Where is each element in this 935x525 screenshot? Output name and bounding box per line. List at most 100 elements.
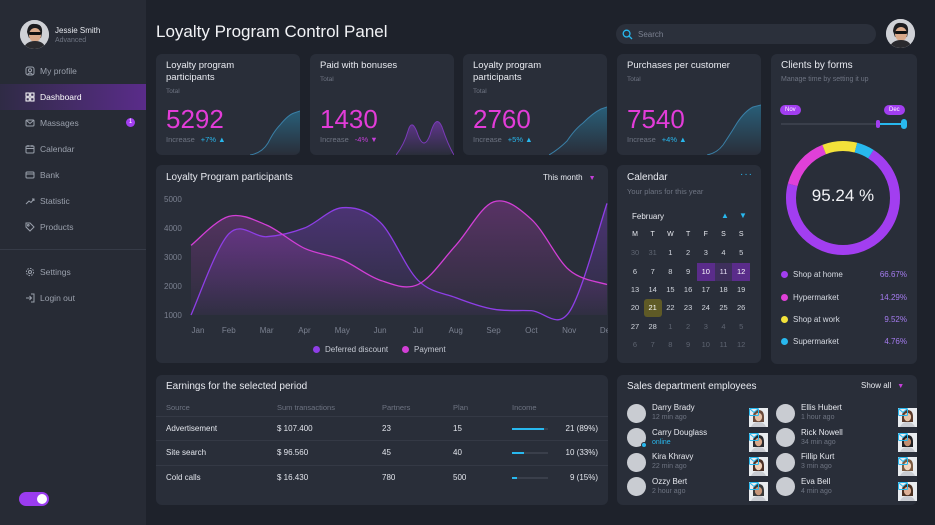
nav-item-settings[interactable]: Settings bbox=[0, 259, 146, 285]
calendar-day[interactable]: 13 bbox=[630, 284, 640, 294]
table-row[interactable]: Site search $ 96.560 45 40 10 (33%) bbox=[156, 440, 608, 465]
range-handle-start[interactable] bbox=[876, 120, 880, 128]
donut-segment[interactable] bbox=[786, 141, 900, 255]
calendar-day[interactable]: 31 bbox=[648, 248, 657, 258]
more-icon[interactable]: ··· bbox=[740, 169, 753, 180]
nav-item-massages[interactable]: Massages 1 bbox=[0, 110, 146, 136]
employee-item[interactable]: Ozzy Bert 2 hour ago bbox=[627, 477, 768, 501]
employee-item[interactable]: Rick Nowell 34 min ago bbox=[776, 428, 917, 452]
table-row[interactable]: Advertisement $ 107.400 23 15 21 (89%) bbox=[156, 415, 608, 441]
employee-avatar[interactable] bbox=[776, 477, 917, 501]
search-bar[interactable] bbox=[616, 24, 876, 44]
employee-avatar[interactable] bbox=[776, 452, 917, 476]
calendar-day[interactable]: 26 bbox=[737, 303, 746, 313]
theme-toggle[interactable] bbox=[19, 492, 49, 506]
mail-icon[interactable] bbox=[749, 481, 759, 490]
calendar-day[interactable]: 4 bbox=[721, 248, 726, 258]
calendar-day[interactable]: 10 bbox=[701, 339, 710, 349]
calendar-day[interactable]: 1 bbox=[668, 321, 673, 331]
show-all-dropdown[interactable]: Show all ▼ bbox=[861, 381, 904, 390]
employee-avatar[interactable] bbox=[627, 477, 768, 501]
calendar-day[interactable]: 3 bbox=[703, 321, 708, 331]
prev-month-icon[interactable]: ▲ bbox=[721, 211, 729, 220]
calendar-day[interactable]: 5 bbox=[739, 321, 744, 331]
calendar-day[interactable]: 15 bbox=[666, 284, 675, 294]
cell-sum: $ 16.430 bbox=[277, 464, 382, 490]
user-avatar[interactable] bbox=[20, 20, 49, 49]
series-line-payment[interactable] bbox=[190, 200, 608, 288]
employee-avatar[interactable] bbox=[627, 403, 768, 427]
calendar-day[interactable]: 2 bbox=[686, 248, 691, 258]
employee-avatar[interactable] bbox=[776, 428, 917, 452]
donut-segment[interactable] bbox=[786, 141, 900, 255]
mail-icon[interactable] bbox=[898, 408, 908, 416]
nav-item-bank[interactable]: Bank bbox=[0, 162, 146, 188]
calendar-day[interactable]: 21 bbox=[643, 299, 662, 318]
calendar-day[interactable]: 25 bbox=[719, 303, 728, 313]
stat-card-purchases[interactable]: Purchases per customer Total 7540 Increa… bbox=[617, 54, 761, 155]
employee-item[interactable]: Carry Douglass online bbox=[627, 428, 768, 452]
calendar-day[interactable]: 28 bbox=[648, 321, 657, 331]
nav-item-dashboard[interactable]: Dashboard bbox=[0, 84, 146, 110]
calendar-day[interactable]: 11 bbox=[719, 339, 728, 349]
employee-avatar[interactable] bbox=[627, 452, 768, 476]
period-dropdown[interactable]: This month ▼ bbox=[543, 173, 596, 182]
user-profile[interactable]: Jessie Smith Advanced bbox=[20, 20, 100, 49]
range-handle-end[interactable] bbox=[901, 119, 907, 129]
mail-icon[interactable] bbox=[749, 432, 759, 441]
calendar-day[interactable]: 9 bbox=[686, 266, 691, 276]
employee-item[interactable]: Darry Brady 12 min ago bbox=[627, 403, 768, 427]
calendar-day[interactable]: 23 bbox=[683, 303, 693, 313]
calendar-day[interactable]: 27 bbox=[630, 321, 640, 331]
calendar-day[interactable]: 5 bbox=[739, 248, 744, 258]
calendar-day[interactable]: 11 bbox=[714, 262, 733, 281]
mail-icon[interactable] bbox=[749, 457, 759, 465]
employee-item[interactable]: Fillip Kurt 3 min ago bbox=[776, 452, 917, 476]
calendar-day[interactable]: 6 bbox=[632, 266, 638, 276]
calendar-day[interactable]: 2 bbox=[686, 321, 691, 331]
calendar-day[interactable]: 18 bbox=[719, 284, 728, 294]
range-slider-track[interactable] bbox=[781, 123, 905, 125]
calendar-day[interactable]: 14 bbox=[648, 284, 657, 294]
nav-item-calendar[interactable]: Calendar bbox=[0, 136, 146, 162]
nav-item-statistic[interactable]: Statistic bbox=[0, 188, 146, 214]
stat-card-bonuses[interactable]: Paid with bonuses Total 1430 Increase -4%… bbox=[310, 54, 454, 155]
nav-item-products[interactable]: Products bbox=[0, 214, 146, 240]
calendar-day[interactable]: 4 bbox=[721, 321, 726, 331]
mail-icon[interactable] bbox=[898, 457, 908, 465]
nav-item-logout[interactable]: Login out bbox=[0, 285, 146, 311]
mail-icon[interactable] bbox=[898, 481, 908, 490]
mail-icon[interactable] bbox=[749, 408, 759, 416]
calendar-day[interactable]: 22 bbox=[666, 303, 675, 313]
calendar-day[interactable]: 3 bbox=[703, 248, 708, 258]
calendar-day[interactable]: 10 bbox=[696, 262, 715, 281]
table-row[interactable]: Cold calls $ 16.430 780 500 9 (15%) bbox=[156, 464, 608, 490]
calendar-day[interactable]: 30 bbox=[630, 248, 640, 258]
mail-icon[interactable] bbox=[898, 432, 908, 441]
calendar-day[interactable]: 12 bbox=[737, 339, 746, 349]
employee-item[interactable]: Kira Khravy 22 min ago bbox=[627, 452, 768, 476]
series-line-deferred[interactable] bbox=[190, 203, 608, 321]
calendar-day[interactable]: 9 bbox=[686, 339, 691, 349]
employee-item[interactable]: Eva Bell 4 min ago bbox=[776, 477, 917, 501]
calendar-day[interactable]: 20 bbox=[630, 303, 640, 313]
calendar-day[interactable]: 17 bbox=[701, 284, 710, 294]
calendar-day[interactable]: 8 bbox=[668, 339, 673, 349]
employee-avatar[interactable] bbox=[776, 403, 917, 427]
stat-card-participants-2[interactable]: Loyalty program participants Total 2760 … bbox=[463, 54, 607, 155]
calendar-day[interactable]: 1 bbox=[668, 248, 673, 258]
employee-item[interactable]: Ellis Hubert 1 hour ago bbox=[776, 403, 917, 427]
header-avatar[interactable] bbox=[886, 19, 915, 48]
calendar-day[interactable]: 16 bbox=[683, 284, 693, 294]
stat-card-participants[interactable]: Loyalty program participants Total 5292 … bbox=[156, 54, 300, 155]
calendar-day[interactable]: 7 bbox=[650, 266, 655, 276]
next-month-icon[interactable]: ▼ bbox=[739, 211, 747, 220]
calendar-day[interactable]: 12 bbox=[732, 262, 751, 281]
calendar-day[interactable]: 24 bbox=[701, 303, 710, 313]
search-input[interactable] bbox=[638, 29, 858, 39]
calendar-day[interactable]: 19 bbox=[737, 284, 746, 294]
nav-item-my-profile[interactable]: My profile bbox=[0, 58, 146, 84]
calendar-day[interactable]: 7 bbox=[650, 339, 655, 349]
calendar-day[interactable]: 6 bbox=[632, 339, 638, 349]
calendar-day[interactable]: 8 bbox=[668, 266, 673, 276]
